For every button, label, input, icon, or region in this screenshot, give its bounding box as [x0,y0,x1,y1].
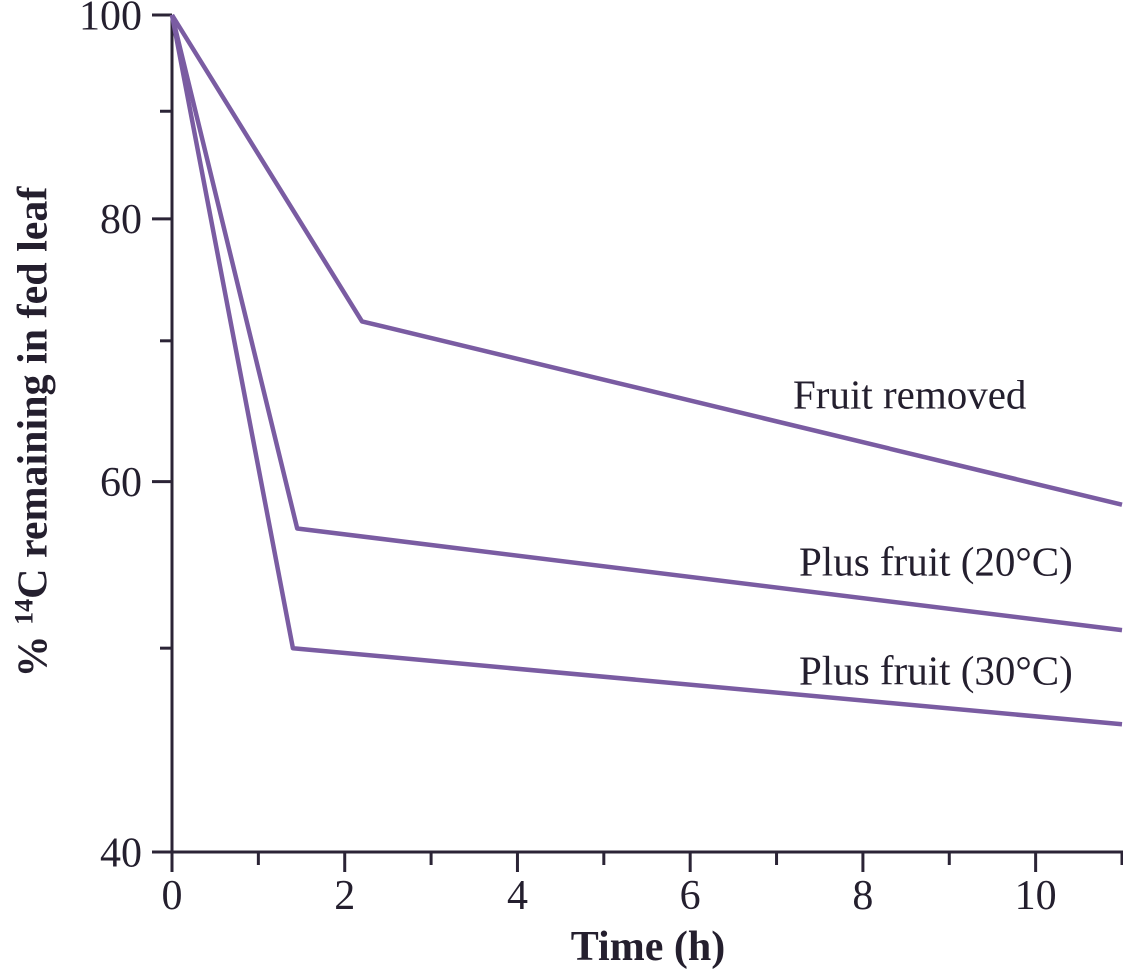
series-line-plus-fruit-30-c [169,14,1123,727]
series-label-fruit-removed: Fruit removed [793,371,1027,418]
y-tick-label: 80 [100,197,142,243]
y-tick-label: 40 [100,830,142,876]
y-axis-title: % 14C remaining in fed leaf [9,186,57,678]
y-tick-label: 100 [79,0,142,39]
series-label-plus-fruit-30c: Plus fruit (30°C) [799,647,1073,694]
y-axis-title-rest: C remaining in fed leaf [10,186,57,599]
x-axis-title: Time (h) [570,924,726,970]
series-line-plus-fruit-20-c [169,14,1123,633]
series-label-plus-fruit-20c: Plus fruit (20°C) [799,538,1073,585]
y-tick-label: 60 [100,460,142,506]
y-axis-title-prefix: % [10,624,57,678]
x-tick-label: 6 [680,873,701,919]
x-tick-label: 4 [507,873,528,919]
x-tick-label: 0 [162,873,183,919]
x-tick-label: 10 [1015,873,1057,919]
x-tick-label: 8 [852,873,873,919]
isotope-superscript: 14 [9,598,39,625]
x-tick-label: 2 [334,873,355,919]
series-line-fruit-removed [170,13,1123,507]
